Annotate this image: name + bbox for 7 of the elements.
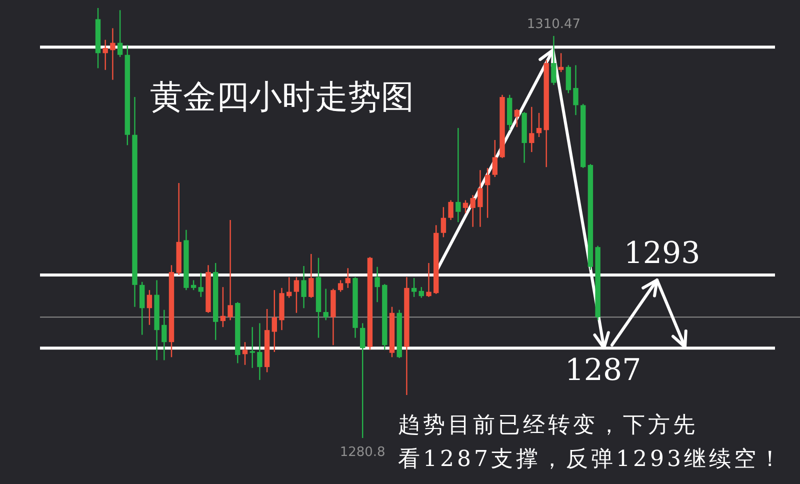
text: 1293 — [624, 236, 700, 272]
annotation: 趋势目前已经转变，下方先 — [398, 413, 698, 438]
annotation: 1280.8 — [340, 445, 386, 460]
annotation: 1287 — [564, 353, 642, 388]
text: 看1287支撑，反弹1293继续空！ — [398, 447, 784, 472]
annotation: 1310.47 — [526, 16, 581, 32]
title: 黄金四小时走势图 — [150, 77, 414, 116]
